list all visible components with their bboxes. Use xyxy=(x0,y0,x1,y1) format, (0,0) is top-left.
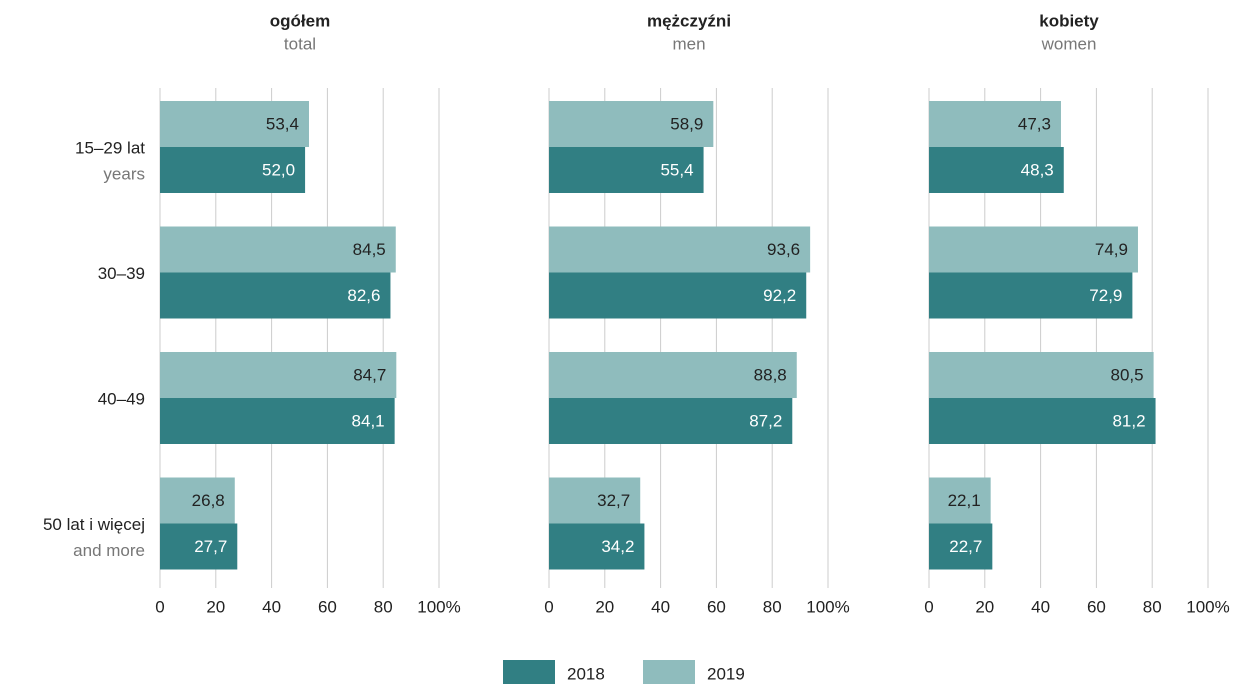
bar xyxy=(160,398,395,444)
panel-title: ogółem xyxy=(270,11,330,30)
x-tick-label: 80 xyxy=(763,597,782,616)
bar xyxy=(929,352,1154,398)
panel-title: kobiety xyxy=(1039,11,1099,30)
bar xyxy=(929,272,1133,319)
category-label: 40–49 xyxy=(98,389,145,408)
category-sublabel: years xyxy=(103,164,145,183)
value-label: 55,4 xyxy=(660,160,693,179)
category-sublabel: and more xyxy=(73,541,145,560)
bar xyxy=(929,398,1156,444)
value-label: 74,9 xyxy=(1095,240,1128,259)
x-tick-label: 80 xyxy=(374,597,393,616)
x-tick-label: 100% xyxy=(806,597,849,616)
value-label: 72,9 xyxy=(1089,286,1122,305)
legend-label: 2019 xyxy=(707,664,745,683)
bar xyxy=(929,477,991,524)
value-label: 88,8 xyxy=(754,365,787,384)
x-tick-label: 0 xyxy=(544,597,553,616)
value-label: 81,2 xyxy=(1112,411,1145,430)
bar xyxy=(549,398,793,444)
bar xyxy=(160,352,397,398)
bar xyxy=(160,477,235,524)
panel-subtitle: women xyxy=(1041,34,1097,53)
value-label: 92,2 xyxy=(763,286,796,305)
value-label: 47,3 xyxy=(1018,114,1051,133)
value-label: 26,8 xyxy=(192,491,225,510)
bar xyxy=(549,147,704,193)
x-tick-label: 20 xyxy=(595,597,614,616)
value-label: 93,6 xyxy=(767,240,800,259)
panel-subtitle: total xyxy=(284,34,316,53)
legend-swatch xyxy=(643,660,695,684)
bar xyxy=(549,101,714,147)
value-label: 84,5 xyxy=(353,240,386,259)
legend-swatch xyxy=(503,660,555,684)
value-label: 27,7 xyxy=(194,537,227,556)
x-tick-label: 60 xyxy=(1087,597,1106,616)
bar xyxy=(929,147,1064,193)
value-label: 34,2 xyxy=(601,537,634,556)
bar xyxy=(549,226,811,273)
value-label: 84,1 xyxy=(352,411,385,430)
x-tick-label: 100% xyxy=(1186,597,1229,616)
x-tick-label: 80 xyxy=(1143,597,1162,616)
value-label: 22,1 xyxy=(948,491,981,510)
bar xyxy=(549,352,797,398)
value-label: 84,7 xyxy=(353,365,386,384)
bar xyxy=(929,523,993,570)
bar xyxy=(549,523,645,570)
x-tick-label: 100% xyxy=(417,597,460,616)
value-label: 80,5 xyxy=(1111,365,1144,384)
value-label: 22,7 xyxy=(949,537,982,556)
x-tick-label: 40 xyxy=(651,597,670,616)
x-tick-label: 20 xyxy=(975,597,994,616)
bar xyxy=(160,523,238,570)
value-label: 48,3 xyxy=(1021,160,1054,179)
bar xyxy=(160,101,309,147)
value-label: 58,9 xyxy=(670,114,703,133)
bar xyxy=(929,226,1138,273)
bar xyxy=(929,101,1061,147)
bar xyxy=(160,147,306,193)
category-label: 30–39 xyxy=(98,264,145,283)
x-tick-label: 0 xyxy=(924,597,933,616)
x-tick-label: 40 xyxy=(262,597,281,616)
value-label: 87,2 xyxy=(749,411,782,430)
x-tick-label: 40 xyxy=(1031,597,1050,616)
value-label: 53,4 xyxy=(266,114,299,133)
x-tick-label: 60 xyxy=(318,597,337,616)
panel-subtitle: men xyxy=(672,34,705,53)
bar xyxy=(549,477,641,524)
x-tick-label: 20 xyxy=(206,597,225,616)
legend-label: 2018 xyxy=(567,664,605,683)
category-label: 50 lat i więcej xyxy=(43,515,145,534)
bar xyxy=(160,272,391,319)
panel-title: mężczyźni xyxy=(647,11,731,30)
x-tick-label: 0 xyxy=(155,597,164,616)
value-label: 32,7 xyxy=(597,491,630,510)
bar xyxy=(549,272,807,319)
value-label: 52,0 xyxy=(262,160,295,179)
category-label: 15–29 lat xyxy=(75,138,145,157)
bar xyxy=(160,226,396,273)
value-label: 82,6 xyxy=(347,286,380,305)
x-tick-label: 60 xyxy=(707,597,726,616)
